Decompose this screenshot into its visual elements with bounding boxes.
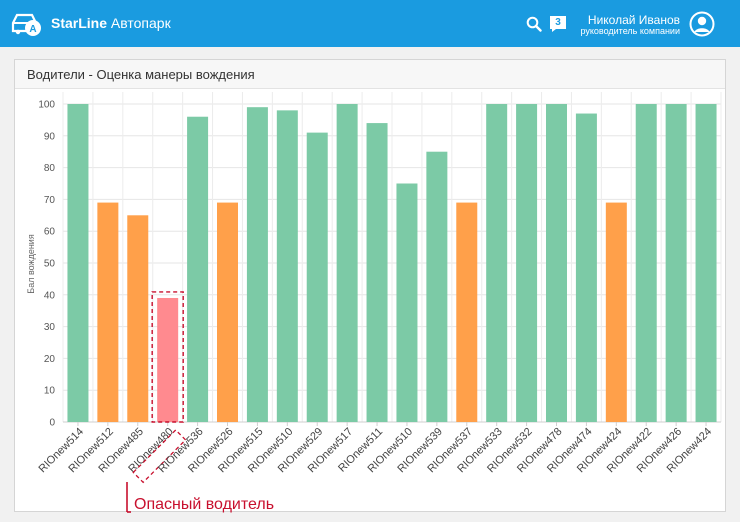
bar-rionew512 — [97, 202, 119, 422]
brand-rest: Автопарк — [110, 15, 171, 31]
user-role: руководитель компании — [580, 26, 680, 36]
y-axis-label: Бал вождения — [26, 234, 36, 294]
bar-rionew529 — [306, 132, 328, 422]
bar-rionew515 — [246, 107, 268, 423]
panel-header: Водители - Оценка манеры вождения — [15, 60, 725, 89]
bar-rionew533 — [486, 104, 508, 422]
y-tick-label: 100 — [38, 100, 55, 111]
user-avatar-icon[interactable] — [689, 11, 715, 37]
bar-rionew424 — [695, 104, 717, 422]
y-tick-label: 20 — [44, 354, 56, 365]
bar-rionew511 — [366, 123, 388, 422]
bar-rionew474 — [575, 113, 597, 422]
bar-rionew510 — [276, 110, 298, 423]
user-name[interactable]: Николай Иванов — [587, 13, 680, 27]
annotation-label: Опасный водитель — [134, 496, 275, 513]
brand-title[interactable]: StarLine Автопарк — [51, 15, 171, 31]
bar-rionew510 — [396, 183, 418, 422]
bar-rionew478 — [546, 104, 567, 422]
bar-rionew426 — [665, 104, 687, 422]
brand-bold: StarLine — [51, 15, 108, 31]
bar-rionew517 — [336, 104, 358, 422]
y-tick-label: 80 — [44, 163, 56, 174]
y-tick-label: 30 — [44, 322, 56, 333]
y-tick-label: 50 — [44, 259, 56, 270]
highlight-box — [151, 291, 184, 423]
notification-icon — [550, 16, 566, 32]
bar-rionew480 — [157, 297, 179, 422]
svg-text:A: A — [29, 24, 36, 35]
notification-count: 3 — [555, 17, 561, 28]
highlight-label-box — [132, 429, 187, 484]
bar-rionew536 — [187, 116, 209, 422]
bar-rionew422 — [635, 104, 657, 422]
bar-rionew424 — [605, 202, 627, 422]
bar-rionew537 — [456, 202, 478, 422]
bar-rionew532 — [516, 104, 538, 422]
y-tick-label: 90 — [44, 131, 56, 142]
bar-rionew485 — [127, 215, 149, 422]
y-tick-label: 40 — [44, 290, 56, 301]
y-tick-label: 60 — [44, 227, 56, 238]
bar-rionew539 — [426, 151, 448, 422]
bar-rionew514 — [67, 104, 89, 422]
notification-button[interactable]: 3 — [549, 15, 567, 33]
y-tick-label: 10 — [44, 386, 56, 397]
bar-rionew526 — [217, 202, 238, 422]
y-tick-label: 0 — [49, 418, 55, 429]
logo-car-icon[interactable]: A — [10, 9, 42, 37]
y-tick-label: 70 — [44, 195, 56, 206]
top-bar: A StarLine Автопарк 3 Николай Иванов рук… — [0, 0, 740, 47]
panel-title: Водители - Оценка манеры вождения — [27, 67, 255, 82]
search-icon[interactable] — [526, 16, 542, 32]
